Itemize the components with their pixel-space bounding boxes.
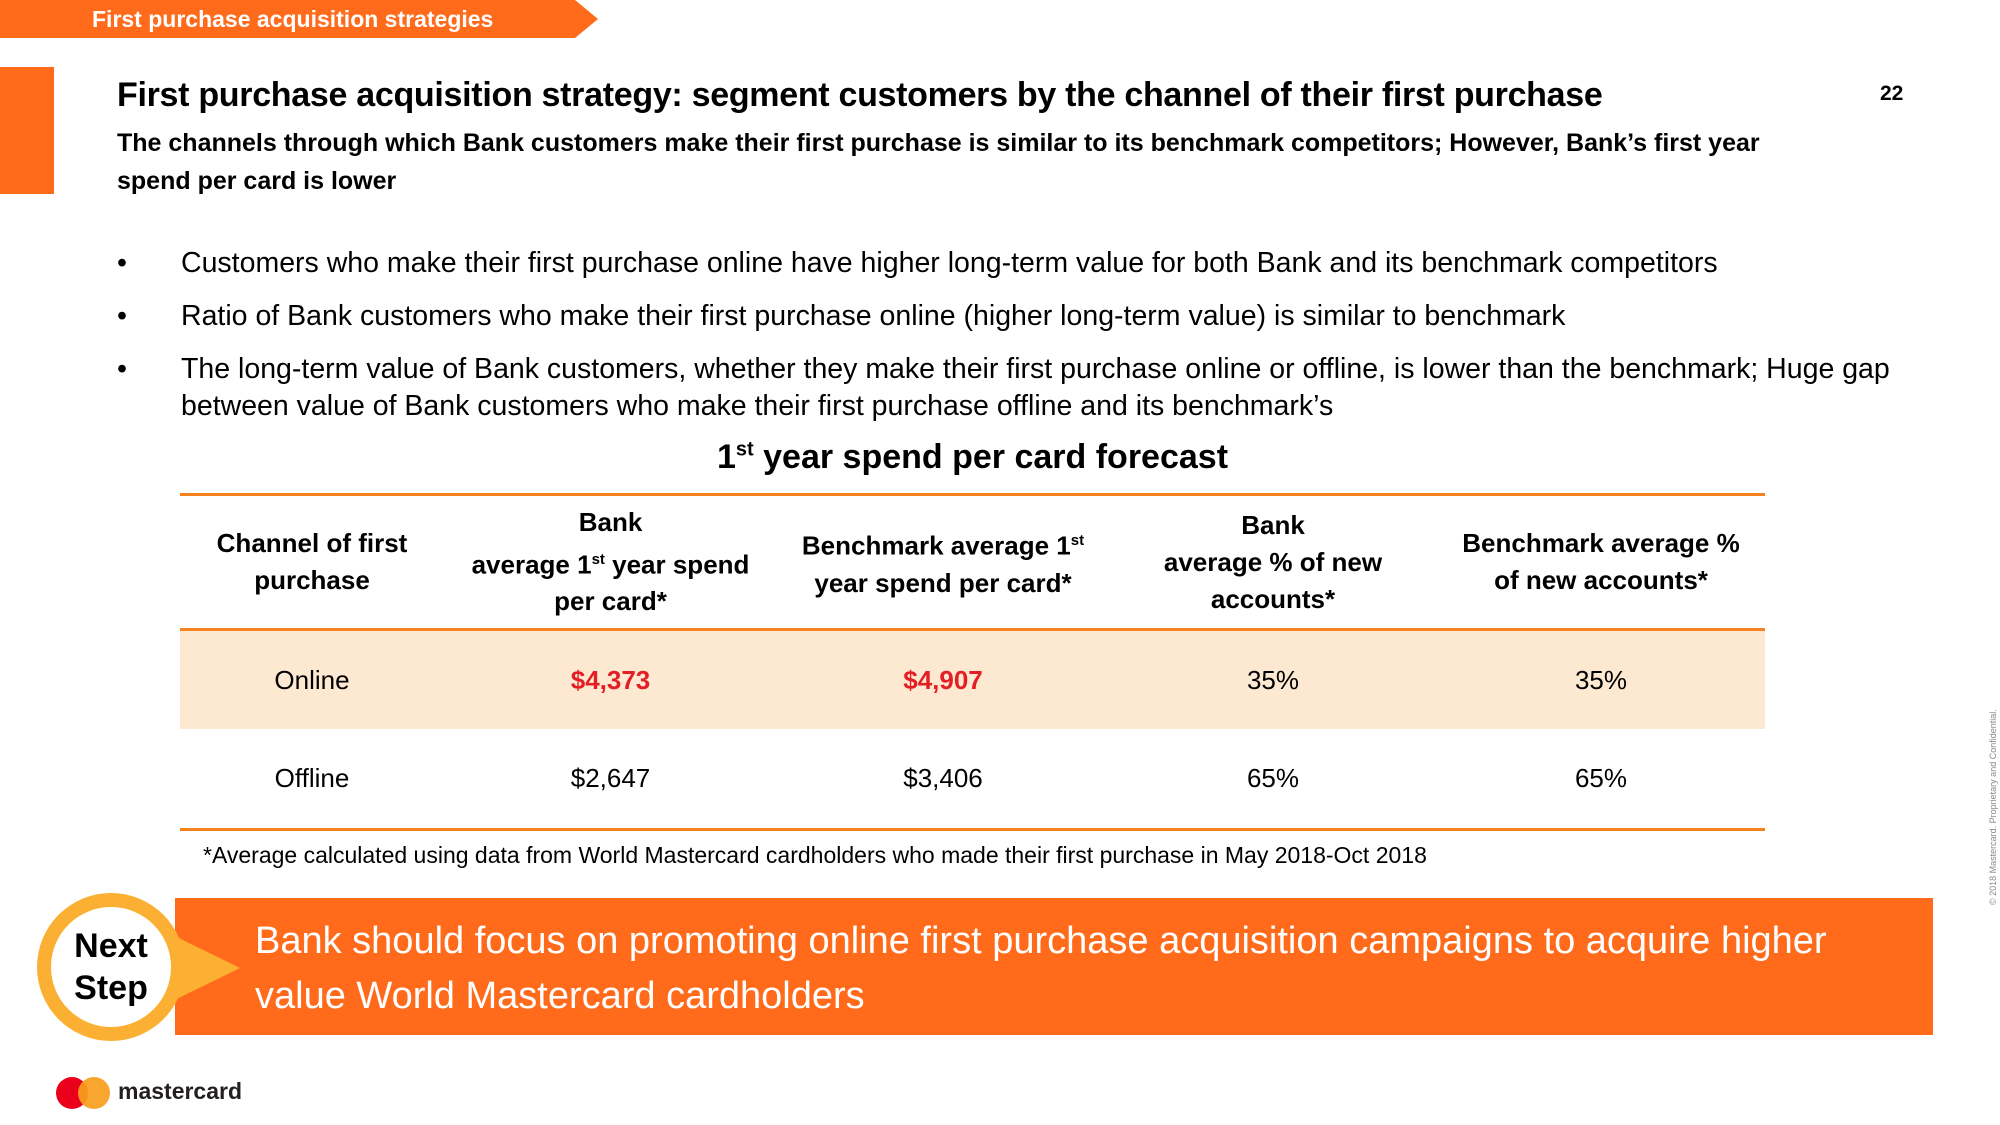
- cell-bank-spend: $4,373: [444, 629, 777, 729]
- cell-channel: Offline: [180, 729, 444, 831]
- cell-bank-pct: 35%: [1109, 629, 1437, 729]
- next-step-badge-label: Next Step: [74, 927, 148, 1007]
- logo-wordmark: mastercard: [118, 1078, 243, 1104]
- bullet-text: The long-term value of Bank customers, w…: [181, 353, 1890, 422]
- cell-bank-spend: $2,647: [444, 729, 777, 831]
- accent-side-bar: [0, 67, 54, 194]
- bullet-text: Ratio of Bank customers who make their f…: [181, 300, 1566, 332]
- bullet-marker: •: [117, 300, 127, 332]
- header-bank-pct: Bank average % of new accounts*: [1109, 493, 1437, 631]
- table-row: Online $4,373 $4,907 35% 35%: [180, 629, 1765, 729]
- bullet-list: • Customers who make their first purchase…: [117, 245, 1917, 441]
- table-title: 1st year spend per card forecast: [716, 438, 1229, 476]
- next-step-badge: [51, 907, 171, 1027]
- bullet-text: Customers who make their first purchase …: [181, 247, 1718, 279]
- header-benchmark-pct: Benchmark average % of new accounts*: [1437, 493, 1765, 631]
- bullet-item: • Ratio of Bank customers who make their …: [117, 298, 1917, 335]
- section-banner: First purchase acquisition strategies: [0, 0, 598, 38]
- page-number: 22: [1880, 82, 1904, 105]
- cell-benchmark-spend: $4,907: [777, 629, 1109, 729]
- slide-title: First purchase acquisition strategy: seg…: [117, 76, 1603, 114]
- table-footnote: *Average calculated using data from Worl…: [203, 842, 1427, 868]
- mastercard-logo-icon: [56, 1077, 110, 1109]
- slide-subtitle: The channels through which Bank customer…: [117, 129, 1760, 195]
- header-channel: Channel of first purchase: [180, 493, 444, 631]
- table-row: Offline $2,647 $3,406 65% 65%: [180, 729, 1765, 831]
- bullet-marker: •: [117, 247, 127, 279]
- cell-benchmark-pct: 35%: [1437, 629, 1765, 729]
- cell-benchmark-spend: $3,406: [777, 729, 1109, 831]
- header-bank-spend: Bank average 1st year spend per card*: [444, 493, 777, 631]
- bullet-item: • The long-term value of Bank customers, …: [117, 351, 1917, 425]
- table-header-row: Channel of first purchase Bank average 1s…: [180, 493, 1765, 631]
- bullet-item: • Customers who make their first purchase…: [117, 245, 1917, 282]
- spend-forecast-table: Channel of first purchase Bank average 1s…: [180, 493, 1765, 831]
- cell-benchmark-pct: 65%: [1437, 729, 1765, 831]
- cell-channel: Online: [180, 629, 444, 729]
- bullet-marker: •: [117, 353, 127, 385]
- next-step-callout: Bank should focus on promoting online fi…: [175, 898, 1933, 1035]
- header-benchmark-spend: Benchmark average 1st year spend per card…: [777, 493, 1109, 631]
- cell-bank-pct: 65%: [1109, 729, 1437, 831]
- copyright-notice: © 2018 Mastercard. Proprietary and Confi…: [1988, 709, 1998, 905]
